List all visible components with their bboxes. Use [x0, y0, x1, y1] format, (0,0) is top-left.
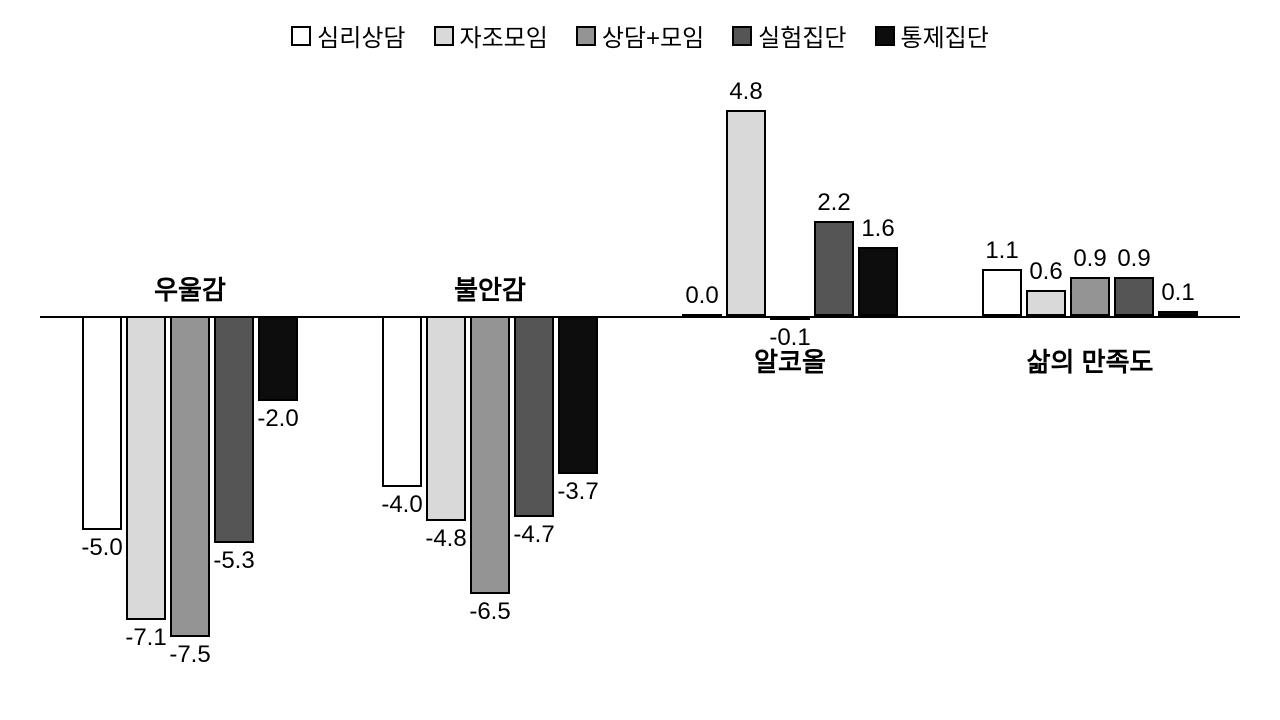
bar-label-1-4: -3.7: [557, 478, 598, 506]
bar-label-0-4: -2.0: [257, 405, 298, 433]
bar-label-1-0: -4.0: [381, 491, 422, 519]
bar-label-3-1: 0.6: [1029, 258, 1062, 286]
bar-label-1-3: -4.7: [513, 521, 554, 549]
bar-label-0-3: -5.3: [213, 547, 254, 575]
bar-label-2-3: 2.2: [817, 189, 850, 217]
legend-label-2: 상담+모임: [602, 18, 704, 53]
group-0: 우울감 -5.0 -7.1-7.5 -5.3 -2.0: [82, 80, 298, 680]
bar-2-1: [726, 110, 766, 316]
legend-item-0: 심리상담: [291, 18, 405, 53]
legend-swatch-1: [434, 26, 454, 46]
bar-label-1-2: -6.5: [469, 598, 510, 626]
bar-label-0-2: -7.5: [169, 641, 210, 669]
legend-swatch-3: [732, 26, 752, 46]
bar-2-2: [770, 316, 810, 320]
group-2: 알코올0.04.8-0.12.21.6: [682, 80, 898, 680]
bar-3-2: [1070, 277, 1110, 316]
bar-label-2-0: 0.0: [685, 282, 718, 310]
legend-item-1: 자조모임: [434, 18, 548, 53]
bar-3-1: [1026, 290, 1066, 316]
legend-swatch-4: [875, 26, 895, 46]
chart-area: 우울감 -5.0 -7.1-7.5 -5.3 -2.0 불안감 -4.0-4.8 -6.5 -4…: [40, 80, 1240, 680]
legend-label-3: 실험집단: [758, 18, 846, 53]
category-label-1: 불안감: [454, 270, 526, 307]
bar-label-1-1: -4.8: [425, 525, 466, 553]
bar-3-3: [1114, 277, 1154, 316]
bar-0-3: [214, 316, 254, 543]
bar-label-2-2: -0.1: [769, 324, 810, 352]
legend-label-4: 통제집단: [901, 18, 989, 53]
bar-label-3-0: 1.1: [985, 237, 1018, 265]
bar-1-3: [514, 316, 554, 517]
bar-1-2: [470, 316, 510, 595]
bar-0-1: [126, 316, 166, 620]
bar-label-0-0: -5.0: [81, 534, 122, 562]
bar-label-2-4: 1.6: [861, 215, 894, 243]
legend-item-4: 통제집단: [875, 18, 989, 53]
group-3: 삶의 만족도 1.1 0.6 0.9 0.9 0.1: [982, 80, 1198, 680]
bar-label-3-2: 0.9: [1073, 245, 1106, 273]
bar-2-4: [858, 247, 898, 316]
category-label-0: 우울감: [154, 270, 226, 307]
group-1: 불안감 -4.0-4.8 -6.5 -4.7-3.7: [382, 80, 598, 680]
bar-3-4: [1158, 311, 1198, 315]
legend-item-3: 실험집단: [732, 18, 846, 53]
bar-label-2-1: 4.8: [729, 78, 762, 106]
bar-0-4: [258, 316, 298, 402]
bar-label-0-1: -7.1: [125, 624, 166, 652]
category-label-3: 삶의 만족도: [1027, 342, 1154, 379]
bar-1-0: [382, 316, 422, 487]
legend-label-0: 심리상담: [317, 18, 405, 53]
bar-label-3-4: 0.1: [1161, 279, 1194, 307]
bar-0-2: [170, 316, 210, 637]
bar-2-3: [814, 221, 854, 315]
bar-2-0: [682, 314, 722, 318]
legend-label-1: 자조모임: [460, 18, 548, 53]
legend-swatch-2: [576, 26, 596, 46]
legend-swatch-0: [291, 26, 311, 46]
bar-3-0: [982, 269, 1022, 316]
bar-0-0: [82, 316, 122, 530]
chart-legend: 심리상담 자조모임 상담+모임 실험집단 통제집단: [0, 0, 1280, 53]
legend-item-2: 상담+모임: [576, 18, 704, 53]
bar-label-3-3: 0.9: [1117, 245, 1150, 273]
bar-1-1: [426, 316, 466, 522]
bar-1-4: [558, 316, 598, 475]
